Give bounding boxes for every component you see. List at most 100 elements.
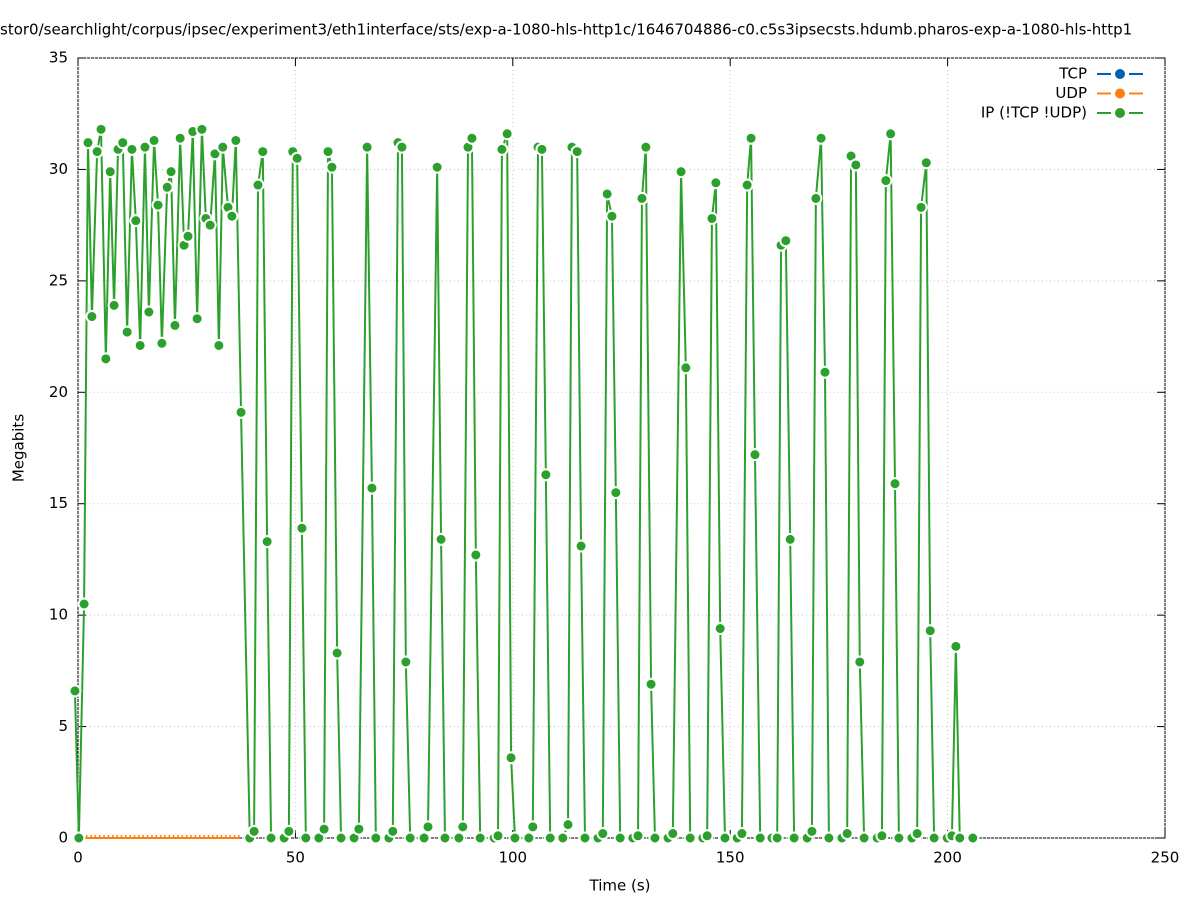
- data-point: [683, 831, 697, 845]
- data-point: [744, 131, 758, 145]
- data-point: [919, 156, 933, 170]
- data-point: [212, 338, 226, 352]
- data-point: [504, 751, 518, 765]
- data-point: [508, 831, 522, 845]
- legend-marker: [1114, 68, 1126, 80]
- data-point: [753, 831, 767, 845]
- data-point: [783, 532, 797, 546]
- data-point: [491, 829, 505, 843]
- series-line: [73, 129, 973, 842]
- data-point: [748, 448, 762, 462]
- data-point: [700, 829, 714, 843]
- data-point: [805, 824, 819, 838]
- data-point: [879, 174, 893, 188]
- y-tick-label: 25: [49, 271, 68, 289]
- data-point: [395, 140, 409, 154]
- data-point: [85, 310, 99, 324]
- data-point: [129, 214, 143, 228]
- data-point: [500, 127, 514, 141]
- data-point: [438, 831, 452, 845]
- data-point: [417, 831, 431, 845]
- data-point: [923, 624, 937, 638]
- data-point: [718, 831, 732, 845]
- legend-label: TCP: [1058, 65, 1087, 83]
- data-point: [295, 521, 309, 535]
- data-point: [556, 831, 570, 845]
- data-point: [888, 477, 902, 491]
- data-point: [430, 160, 444, 174]
- data-point: [403, 831, 417, 845]
- data-point: [190, 312, 204, 326]
- data-point: [72, 831, 86, 845]
- x-tick-label: 100: [498, 849, 527, 867]
- data-point: [809, 191, 823, 205]
- data-point: [330, 646, 344, 660]
- data-point: [107, 298, 121, 312]
- data-point: [155, 336, 169, 350]
- data-point: [473, 831, 487, 845]
- data-point: [68, 684, 82, 698]
- data-point: [181, 229, 195, 243]
- data-point: [840, 827, 854, 841]
- data-point: [138, 140, 152, 154]
- data-point: [234, 405, 248, 419]
- data-point: [299, 831, 313, 845]
- data-point: [635, 191, 649, 205]
- data-point: [133, 338, 147, 352]
- data-point: [247, 824, 261, 838]
- data-point: [282, 824, 296, 838]
- data-point: [147, 133, 161, 147]
- data-point: [99, 352, 113, 366]
- data-point: [966, 831, 980, 845]
- data-point: [600, 187, 614, 201]
- data-point: [631, 829, 645, 843]
- data-point: [386, 824, 400, 838]
- data-point: [456, 820, 470, 834]
- data-point: [609, 486, 623, 500]
- data-point: [365, 481, 379, 495]
- data-point: [605, 209, 619, 223]
- data-point: [352, 822, 366, 836]
- data-point: [779, 234, 793, 248]
- data-point: [884, 127, 898, 141]
- data-point: [203, 218, 217, 232]
- data-point: [770, 831, 784, 845]
- data-point: [787, 831, 801, 845]
- data-point: [369, 831, 383, 845]
- data-point: [644, 677, 658, 691]
- x-tick-label: 0: [73, 849, 83, 867]
- data-point: [321, 145, 335, 159]
- data-point: [421, 820, 435, 834]
- data-point: [256, 145, 270, 159]
- data-point: [910, 827, 924, 841]
- data-point: [225, 209, 239, 223]
- y-tick-label: 10: [49, 606, 68, 624]
- y-tick-label: 0: [58, 829, 68, 847]
- data-point: [679, 361, 693, 375]
- data-point: [334, 831, 348, 845]
- y-tick-label: 15: [49, 494, 68, 512]
- y-tick-label: 20: [49, 383, 68, 401]
- data-point: [892, 831, 906, 845]
- data-point: [94, 122, 108, 136]
- data-point: [290, 151, 304, 165]
- data-point: [639, 140, 653, 154]
- data-point: [125, 142, 139, 156]
- data-point: [927, 831, 941, 845]
- data-point: [160, 180, 174, 194]
- data-point: [735, 827, 749, 841]
- data-point: [666, 827, 680, 841]
- data-point: [526, 820, 540, 834]
- data-point: [740, 178, 754, 192]
- data-point: [814, 131, 828, 145]
- data-point: [543, 831, 557, 845]
- data-point: [77, 597, 91, 611]
- data-point: [818, 365, 832, 379]
- data-point: [853, 655, 867, 669]
- data-point: [168, 318, 182, 332]
- data-point: [596, 827, 610, 841]
- data-point: [648, 831, 662, 845]
- data-point: [317, 822, 331, 836]
